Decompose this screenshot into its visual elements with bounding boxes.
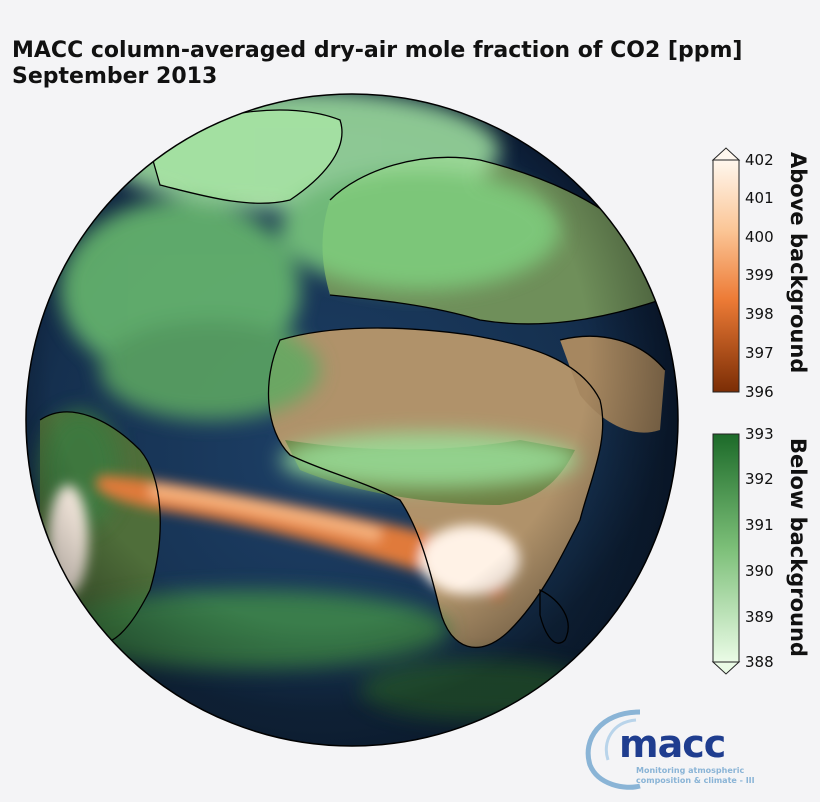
tick-above-397: 397 [745,344,774,362]
tick-above-402: 402 [745,151,774,169]
colorbar-above-arrow [711,147,741,161]
colorbar-below [711,433,741,675]
macc-logo-subtitle-1: Monitoring atmospheric [636,766,745,775]
colorbar-below-arrow [711,661,741,675]
globe-shading [26,94,678,746]
title-line-1: MACC column-averaged dry-air mole fracti… [12,38,743,63]
tick-above-400: 400 [745,228,774,246]
macc-logo-arc-inner [604,718,637,761]
colorbar-above-bar [712,159,740,393]
tick-below-391: 391 [745,516,774,534]
globe-layers [26,94,678,746]
tick-below-389: 389 [745,608,774,626]
colorbar-below-label: Below background [786,438,810,657]
colorbar-above [711,147,741,393]
colorbar-above-label: Above background [786,152,810,374]
tick-below-390: 390 [745,562,774,580]
title-line-2: September 2013 [12,64,218,89]
tick-below-393: 393 [745,425,774,443]
tick-above-399: 399 [745,266,774,284]
tick-below-388: 388 [745,653,774,671]
tick-above-401: 401 [745,189,774,207]
macc-logo-arc [585,709,641,790]
globe-outline [25,93,679,747]
tick-above-398: 398 [745,305,774,323]
tick-below-392: 392 [745,470,774,488]
tick-above-396: 396 [745,383,774,401]
macc-logo-subtitle-2: composition & climate - III [636,776,755,785]
macc-logo-text: macc [619,722,726,766]
map-title: MACC column-averaged dry-air mole fracti… [12,38,742,90]
colorbar-below-bar [712,433,740,663]
